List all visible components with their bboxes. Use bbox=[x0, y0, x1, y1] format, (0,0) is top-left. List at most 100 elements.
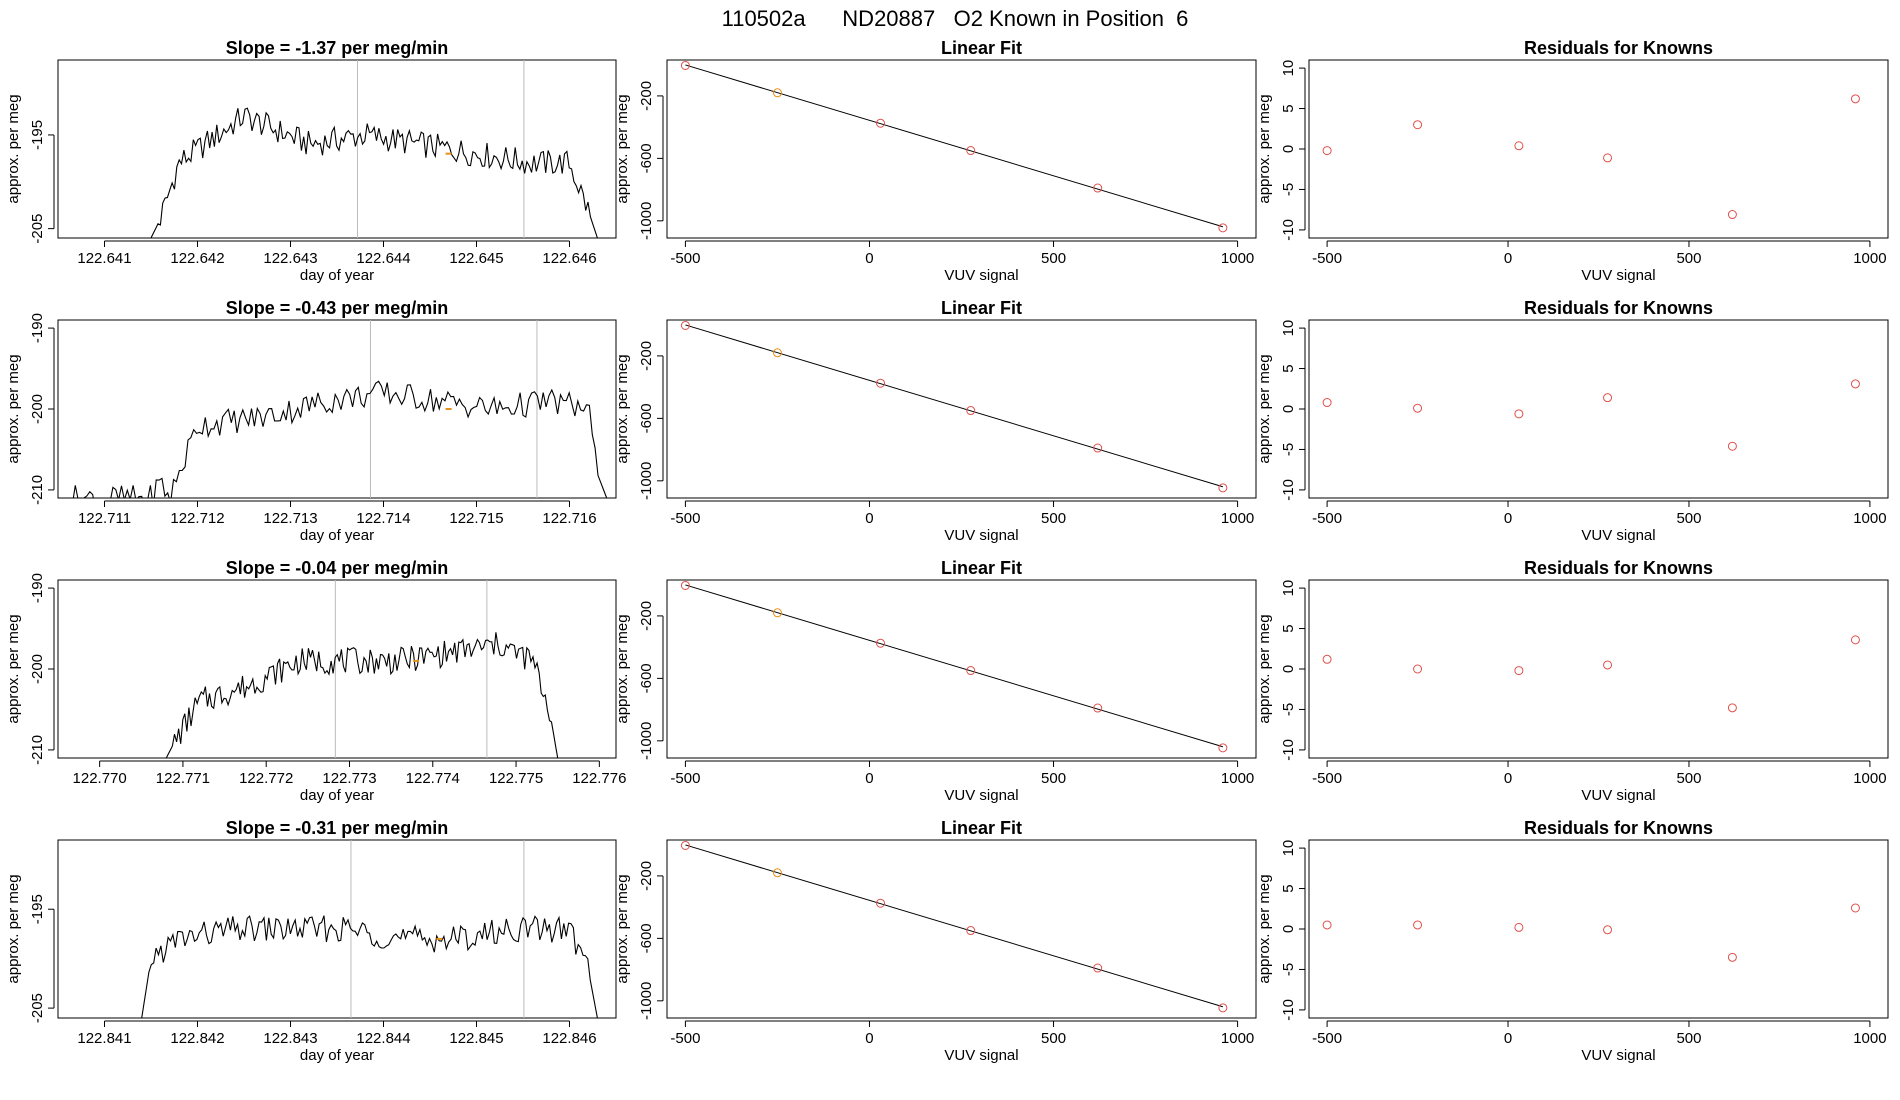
panel-r0-c0: Slope = -1.37 per meg/min 122.641 122.642 1… bbox=[5, 38, 617, 284]
y-axis-label: approx. per meg bbox=[5, 354, 22, 463]
x-axis-label: day of year bbox=[300, 527, 374, 544]
x-tick-label: -500 bbox=[670, 510, 700, 527]
x-axis-label: VUV signal bbox=[1581, 1047, 1655, 1064]
y-tick-label: -1000 bbox=[638, 982, 655, 1020]
x-tick-label: 0 bbox=[865, 510, 873, 527]
x-tick-label: 122.715 bbox=[449, 510, 503, 527]
panel-r2-c1: Linear Fit -500 0 500 1000 VUV signal -200 -600… bbox=[614, 558, 1257, 804]
y-tick-label: -200 bbox=[29, 654, 46, 684]
panel-r3-c1: Linear Fit -500 0 500 1000 VUV signal -200 -600… bbox=[614, 818, 1257, 1064]
x-tick-label: 0 bbox=[865, 1030, 873, 1047]
plot-area bbox=[58, 840, 598, 1018]
data-point bbox=[1413, 664, 1423, 674]
y-axis-label: approx. per meg bbox=[1256, 614, 1273, 723]
x-tick-label: 122.772 bbox=[239, 770, 293, 787]
y-axis-label: approx. per meg bbox=[5, 614, 22, 723]
x-tick-label: 122.712 bbox=[170, 510, 224, 527]
data-point bbox=[772, 88, 782, 98]
x-tick-label: 500 bbox=[1676, 1030, 1701, 1047]
plot-frame bbox=[57, 579, 617, 759]
x-tick-label: 1000 bbox=[1221, 1030, 1254, 1047]
panel-title: Residuals for Knowns bbox=[1524, 558, 1713, 578]
data-point bbox=[1850, 903, 1860, 913]
x-tick-label: 122.846 bbox=[542, 1030, 596, 1047]
data-point bbox=[1093, 963, 1103, 973]
data-point bbox=[1727, 703, 1737, 713]
y-axis-label: approx. per meg bbox=[614, 614, 631, 723]
panel-r0-c1: Linear Fit -500 0 500 1000 VUV signal -200 -600… bbox=[614, 38, 1257, 284]
y-tick-label: -1000 bbox=[638, 202, 655, 240]
panel-title: Slope = -0.04 per meg/min bbox=[226, 558, 449, 578]
data-point bbox=[680, 60, 690, 70]
figure-title: 110502a ND20887 O2 Known in Position 6 bbox=[722, 6, 1189, 31]
plot-frame bbox=[1308, 59, 1889, 239]
x-axis-label: VUV signal bbox=[1581, 267, 1655, 284]
data-point bbox=[680, 580, 690, 590]
data-point bbox=[1218, 743, 1228, 753]
x-tick-label: 122.774 bbox=[406, 770, 460, 787]
data-point bbox=[1218, 223, 1228, 233]
x-tick-label: 122.844 bbox=[356, 1030, 410, 1047]
y-tick-label: -10 bbox=[1280, 479, 1297, 501]
x-tick-label: -500 bbox=[1312, 1030, 1342, 1047]
panel-title: Residuals for Knowns bbox=[1524, 298, 1713, 318]
y-tick-label: -205 bbox=[29, 993, 46, 1023]
y-tick-label: -5 bbox=[1280, 183, 1297, 196]
x-tick-label: 122.773 bbox=[322, 770, 376, 787]
data-point bbox=[1514, 409, 1524, 419]
panel-r1-c1: Linear Fit -500 0 500 1000 VUV signal -200 -600… bbox=[614, 298, 1257, 544]
plot-frame bbox=[1308, 839, 1889, 1019]
x-tick-label: 122.716 bbox=[542, 510, 596, 527]
y-axis-label: approx. per meg bbox=[5, 94, 22, 203]
panel-r3-c0: Slope = -0.31 per meg/min 122.841 122.842 1… bbox=[5, 818, 617, 1064]
y-tick-label: -5 bbox=[1280, 963, 1297, 976]
fit-line bbox=[685, 64, 1224, 228]
x-tick-label: 1000 bbox=[1221, 770, 1254, 787]
x-axis-label: VUV signal bbox=[1581, 527, 1655, 544]
x-axis-label: day of year bbox=[300, 267, 374, 284]
data-point bbox=[1727, 441, 1737, 451]
y-tick-label: 0 bbox=[1280, 405, 1297, 413]
y-axis-label: approx. per meg bbox=[1256, 354, 1273, 463]
series-line bbox=[58, 632, 559, 758]
plot-frame bbox=[666, 839, 1257, 1019]
fit-line bbox=[685, 324, 1224, 488]
y-tick-label: -200 bbox=[29, 394, 46, 424]
panel-r3-c2: Residuals for Knowns -500 0 500 1000 VUV sign… bbox=[1256, 818, 1889, 1064]
panel-r0-c2: Residuals for Knowns -500 0 500 1000 VUV sign… bbox=[1256, 38, 1889, 284]
y-tick-label: -600 bbox=[638, 923, 655, 953]
x-tick-label: 500 bbox=[1041, 1030, 1066, 1047]
plot-area bbox=[1322, 94, 1860, 220]
panel-title: Linear Fit bbox=[941, 298, 1022, 318]
y-axis-label: approx. per meg bbox=[614, 874, 631, 983]
x-tick-label: 122.645 bbox=[449, 250, 503, 267]
data-point bbox=[1850, 94, 1860, 104]
x-tick-label: 500 bbox=[1041, 510, 1066, 527]
data-point bbox=[1850, 379, 1860, 389]
y-tick-label: -10 bbox=[1280, 739, 1297, 761]
data-point bbox=[1603, 153, 1613, 163]
x-tick-label: -500 bbox=[670, 250, 700, 267]
x-axis-label: day of year bbox=[300, 1047, 374, 1064]
y-tick-label: 5 bbox=[1280, 884, 1297, 892]
y-tick-label: 0 bbox=[1280, 665, 1297, 673]
y-axis-label: approx. per meg bbox=[5, 874, 22, 983]
x-tick-label: 122.644 bbox=[356, 250, 410, 267]
plot-area bbox=[1322, 379, 1860, 451]
y-tick-label: -1000 bbox=[638, 462, 655, 500]
x-tick-label: 122.646 bbox=[542, 250, 596, 267]
x-tick-label: 122.711 bbox=[78, 510, 131, 527]
data-point bbox=[1218, 1003, 1228, 1013]
y-tick-label: -210 bbox=[29, 735, 46, 765]
y-tick-label: 0 bbox=[1280, 145, 1297, 153]
data-point bbox=[772, 868, 782, 878]
y-tick-label: 0 bbox=[1280, 925, 1297, 933]
x-tick-label: 500 bbox=[1041, 770, 1066, 787]
y-tick-label: -200 bbox=[638, 861, 655, 891]
panel-title: Residuals for Knowns bbox=[1524, 818, 1713, 838]
data-point bbox=[966, 926, 976, 936]
data-point bbox=[876, 638, 886, 648]
y-tick-label: -195 bbox=[29, 894, 46, 924]
y-tick-label: 5 bbox=[1280, 624, 1297, 632]
x-tick-label: -500 bbox=[670, 1030, 700, 1047]
